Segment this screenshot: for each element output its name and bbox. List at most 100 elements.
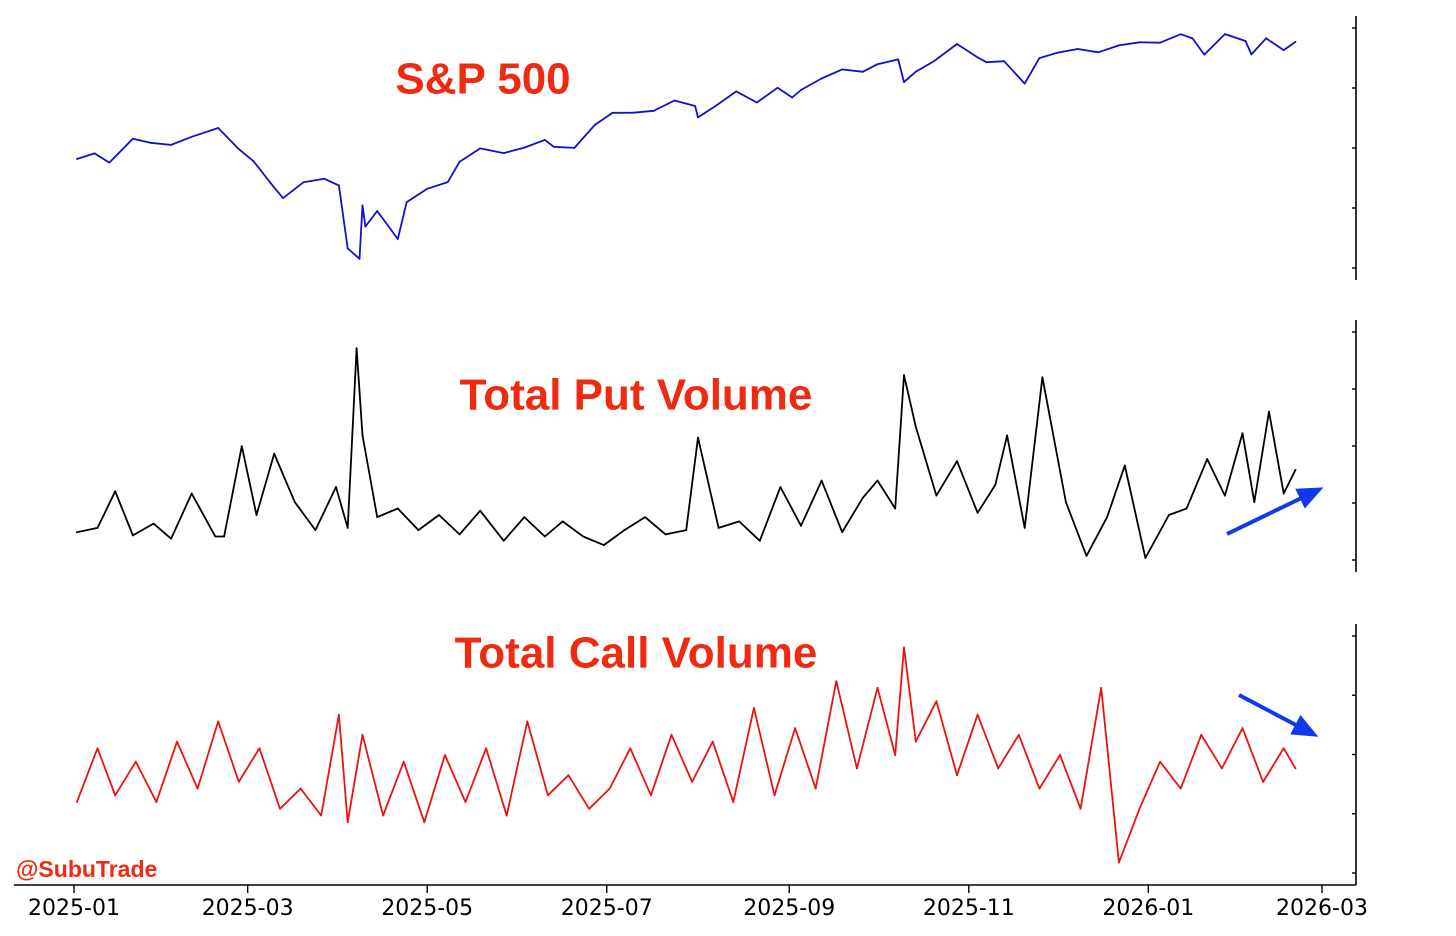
data-point: [1038, 57, 1041, 59]
data-point: [155, 801, 158, 803]
data-point: [1159, 760, 1161, 763]
data-point: [956, 43, 958, 45]
data-point: [694, 105, 696, 107]
data-point: [526, 720, 529, 723]
data-point: [1118, 861, 1120, 864]
x-tick-label: 2025-11: [923, 896, 1015, 921]
data-point: [608, 787, 611, 790]
data-point: [1200, 733, 1203, 736]
data-point: [1244, 40, 1247, 42]
data-point: [361, 733, 364, 736]
data-point: [335, 486, 337, 488]
data-point: [190, 492, 193, 495]
x-tick-label: 2025-09: [743, 896, 835, 921]
data-point: [376, 210, 379, 212]
data-point: [396, 507, 399, 510]
data-point: [1159, 41, 1161, 44]
data-point: [273, 186, 276, 189]
data-point: [735, 90, 738, 93]
data-point: [1265, 37, 1267, 40]
data-point: [935, 494, 938, 497]
data-point: [1065, 501, 1067, 503]
data-point: [252, 160, 255, 163]
data-point: [602, 544, 605, 546]
data-point: [820, 479, 823, 482]
data-point: [820, 77, 823, 80]
data-point: [361, 434, 364, 437]
data-point: [861, 496, 864, 499]
x-axis-ticks: 2025-01 2025-03 2025-05 2025-07 2025-09 2025-…: [28, 885, 1368, 921]
data-point: [623, 529, 626, 531]
data-point: [1282, 492, 1285, 495]
data-point: [355, 347, 358, 350]
data-point: [1144, 557, 1147, 559]
data-point: [505, 814, 508, 817]
data-point: [841, 68, 844, 71]
data-point: [894, 507, 897, 510]
data-point: [997, 767, 1000, 770]
data-point: [711, 740, 714, 743]
data-point: [502, 152, 505, 155]
data-point: [76, 158, 78, 160]
data-point: [237, 148, 240, 151]
data-point: [670, 733, 673, 736]
data-point: [364, 225, 367, 228]
data-point: [114, 490, 117, 493]
watermark-label: @SubuTrade: [16, 856, 157, 882]
data-point: [96, 747, 99, 750]
data-point: [791, 96, 794, 99]
data-point: [1003, 60, 1005, 63]
data-point: [935, 700, 938, 703]
data-point: [396, 238, 399, 240]
data-point: [1282, 747, 1285, 750]
data-point: [776, 86, 779, 89]
data-point: [1138, 41, 1141, 44]
data-point: [876, 63, 879, 66]
panel-title: Total Put Volume: [460, 371, 813, 420]
chart-panels: S&P 500 Total Put Volume Total Call Volume: [76, 16, 1357, 885]
data-point: [976, 713, 979, 716]
data-point: [1038, 787, 1041, 790]
data-point: [376, 516, 379, 518]
data-point: [114, 794, 117, 797]
data-point: [644, 516, 646, 518]
data-point: [279, 807, 281, 810]
data-point: [320, 814, 323, 817]
data-point: [217, 720, 220, 723]
data-point: [1138, 807, 1141, 810]
data-point: [1097, 51, 1100, 54]
data-point: [346, 821, 349, 824]
data-point: [673, 99, 676, 102]
data-point: [956, 460, 958, 463]
data-point: [594, 123, 596, 126]
data-point: [856, 767, 858, 770]
data-point: [93, 152, 96, 155]
data-point: [176, 740, 178, 743]
x-axis: 2025-01 2025-03 2025-05 2025-07 2025-09 2025-…: [14, 884, 1368, 921]
data-point: [573, 147, 576, 149]
data-point: [152, 522, 155, 525]
data-point: [697, 436, 699, 439]
x-tick-label: 2026-01: [1102, 896, 1194, 921]
data-point: [358, 257, 361, 260]
data-point: [1179, 787, 1182, 790]
data-point: [1006, 434, 1008, 437]
data-point: [894, 754, 897, 756]
data-point: [903, 81, 905, 83]
data-point: [299, 787, 302, 790]
data-point: [523, 516, 526, 518]
data-point: [1241, 727, 1244, 729]
data-point: [464, 801, 467, 803]
data-point: [149, 141, 152, 144]
data-point: [1203, 53, 1206, 56]
data-point: [738, 520, 741, 523]
data-point: [544, 535, 546, 538]
data-point: [196, 787, 199, 790]
data-point: [758, 539, 761, 542]
data-point: [382, 814, 384, 817]
data-point: [932, 60, 935, 63]
data-point: [1253, 501, 1256, 503]
data-point: [561, 520, 564, 523]
data-point: [794, 727, 796, 729]
trend-arrow: [1226, 487, 1324, 536]
